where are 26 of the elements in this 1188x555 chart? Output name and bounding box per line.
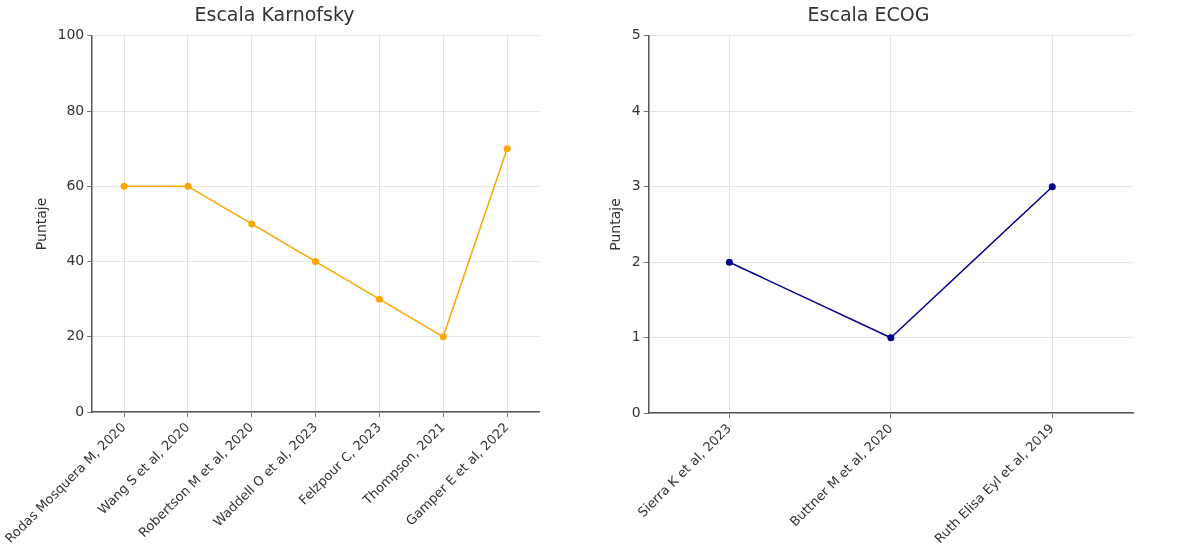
point: [184, 182, 192, 190]
point: [725, 258, 733, 266]
y-tick-label: 60: [66, 176, 85, 193]
point: [887, 334, 895, 342]
y-axis-title: Puntaje: [607, 198, 624, 251]
y-tick-label: 0: [631, 403, 641, 420]
y-tick-label: 20: [66, 327, 85, 344]
point: [439, 333, 447, 341]
y-tick-label: 80: [66, 101, 85, 118]
point: [248, 220, 256, 228]
y-axis-title: Puntaje: [32, 197, 49, 251]
point: [375, 295, 383, 303]
chart-title: Escala Karnofsky: [194, 3, 355, 26]
y-tick-label: 2: [631, 252, 641, 269]
point: [1048, 183, 1056, 191]
point: [503, 145, 511, 153]
point: [120, 182, 128, 190]
y-tick-label: 40: [66, 252, 85, 269]
point: [312, 258, 320, 266]
chart-title: Escala ECOG: [807, 3, 930, 26]
y-tick-label: 100: [57, 26, 85, 43]
y-tick-label: 4: [631, 101, 641, 118]
y-tick-label: 3: [631, 177, 641, 194]
y-tick-label: 5: [631, 26, 641, 43]
y-tick-label: 1: [631, 328, 641, 345]
y-tick-label: 0: [75, 402, 85, 419]
